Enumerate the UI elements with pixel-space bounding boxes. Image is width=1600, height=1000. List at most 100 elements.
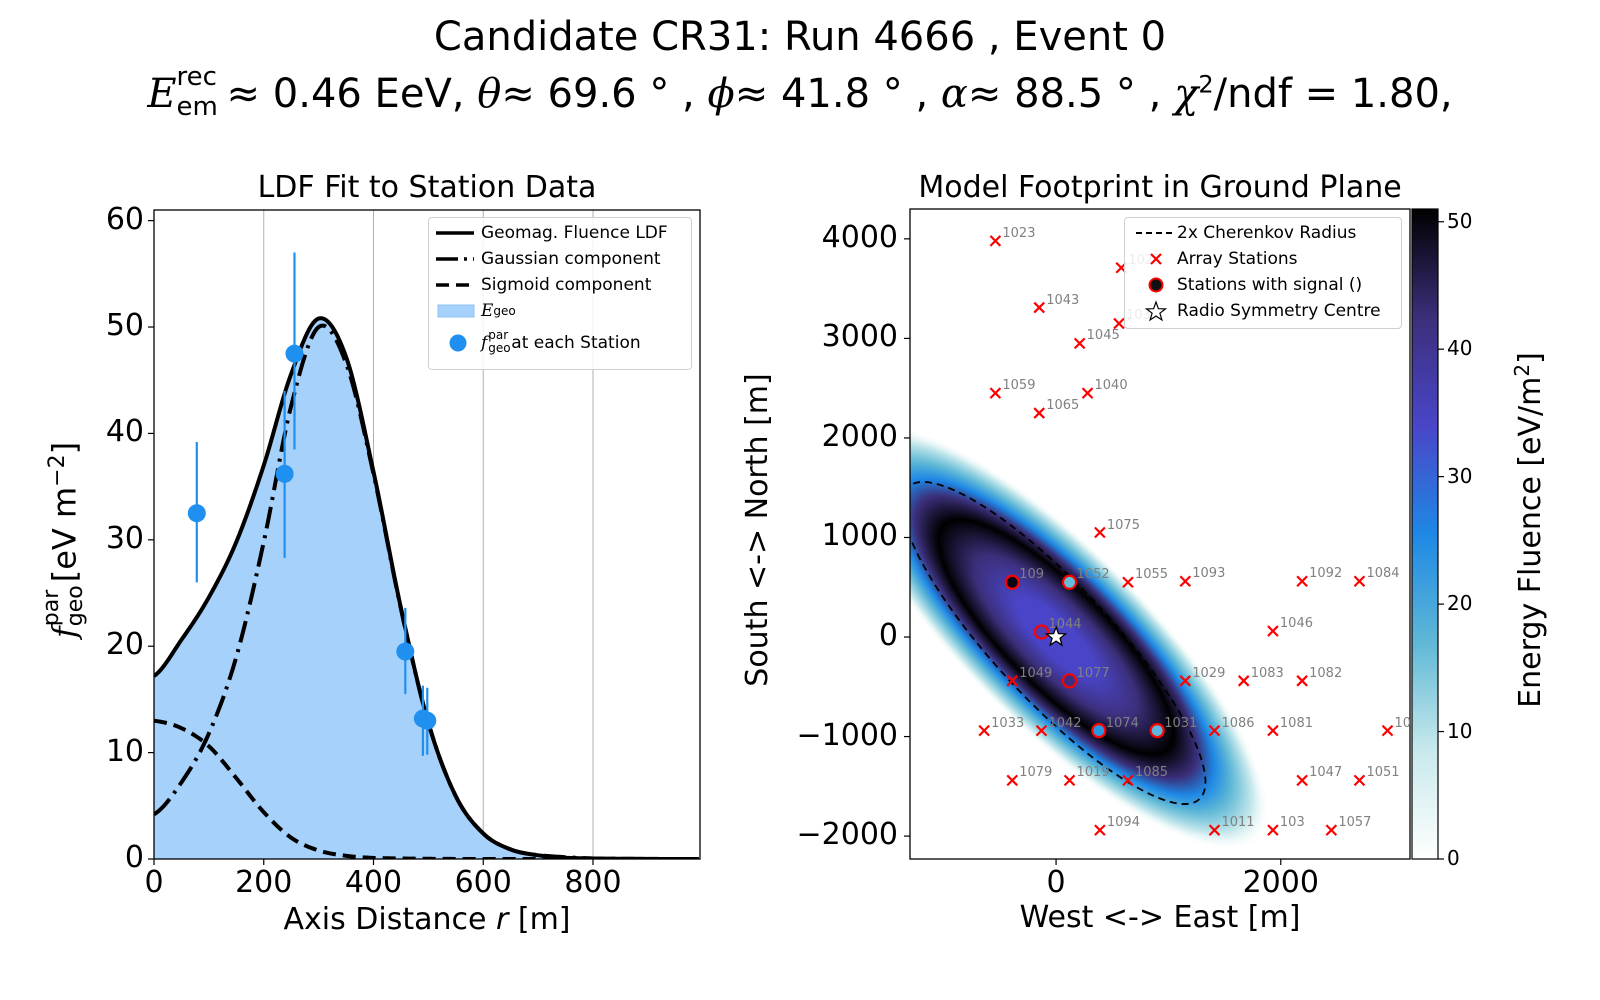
station-label: 1065	[1046, 398, 1080, 414]
y-tick-label: 1000	[821, 518, 898, 554]
solid-line-icon	[436, 231, 474, 235]
axes-frame	[153, 209, 701, 860]
station-label: 1079	[1019, 765, 1053, 781]
dashed-line-icon	[436, 283, 474, 287]
chi-symbol: χ	[1174, 71, 1199, 117]
station-cross-marker	[1122, 576, 1134, 589]
station-label: 1031	[1164, 715, 1198, 731]
station-label: 1019	[1076, 765, 1110, 781]
legend-egeo-var: E	[481, 301, 494, 321]
colorbar-label-sup: 2	[1510, 363, 1534, 377]
y-tick-label: 0	[878, 618, 898, 654]
station-label: 1049	[1019, 665, 1053, 681]
footprint-legend: 2x Cherenkov Radius Array Stations Stati…	[1124, 217, 1402, 329]
ldf-xlabel-pre: Axis Distance	[283, 902, 496, 937]
station-label: 1074	[1105, 715, 1139, 731]
station-cross-marker	[989, 387, 1002, 399]
ldf-xlabel-var: r	[495, 902, 509, 937]
station-label: 1075	[1106, 517, 1140, 533]
footprint-y-axis-label: South <-> North [m]	[740, 373, 775, 687]
station-point	[275, 464, 294, 483]
figure-title: Candidate CR31: Run 4666 , Event 0	[433, 14, 1167, 60]
legend-f-var: f	[481, 333, 488, 353]
circle-marker-icon	[449, 334, 467, 352]
signal-station-marker	[1061, 574, 1078, 590]
legend-item-gaussian: Gaussian component	[429, 246, 661, 272]
station-label: 1047	[1309, 765, 1343, 781]
alpha-value: ≈ 88.5 ° ,	[967, 71, 1175, 117]
colorbar-tick-label: 40	[1447, 336, 1473, 361]
energy-indices: rec em	[176, 64, 227, 124]
x-tick-label: 600	[454, 865, 512, 900]
legend-label: Geomag. Fluence LDF	[481, 223, 668, 243]
station-label: 1057	[1338, 815, 1372, 831]
station-point	[285, 344, 304, 363]
legend-item-sigmoid: Sigmoid component	[429, 272, 651, 298]
station-label: 1059	[1002, 378, 1036, 394]
legend-label: Radio Symmetry Centre	[1177, 301, 1381, 321]
station-cross-marker	[1208, 824, 1221, 836]
station-cross-marker	[1063, 774, 1076, 787]
station-cross-marker	[1296, 675, 1308, 687]
station-label: 1045	[1086, 328, 1120, 344]
legend-label: Stations with signal ()	[1177, 275, 1363, 295]
station-cross-marker	[1353, 774, 1366, 787]
y-tick-label: 4000	[821, 219, 898, 255]
station-point	[187, 504, 206, 523]
footprint-chart-title: Model Footprint in Ground Plane	[918, 170, 1402, 205]
legend-item-signal-stations: Stations with signal ()	[1125, 272, 1362, 298]
y-tick-label: 30	[105, 520, 144, 556]
station-cross-marker	[1033, 301, 1045, 314]
station-cross-marker	[1081, 387, 1094, 399]
phi-value: ≈ 41.8 ° ,	[734, 71, 941, 117]
x-tick-label: 800	[564, 865, 622, 900]
station-label: 10	[1394, 715, 1410, 731]
colorbar-tick-label: 0	[1447, 846, 1460, 870]
station-cross-marker	[1237, 675, 1250, 687]
colorbar-tick-label: 30	[1447, 463, 1473, 488]
station-cross-marker	[1113, 317, 1125, 330]
station-label: 1051	[1366, 765, 1400, 781]
station-label: 1093	[1192, 566, 1226, 582]
dashed-line-icon	[1136, 232, 1172, 234]
series-line-dashdot	[154, 323, 700, 859]
legend-item-cherenkov: 2x Cherenkov Radius	[1125, 220, 1356, 246]
station-cross-marker	[1006, 675, 1019, 687]
energy-sub: em	[176, 92, 218, 122]
station-label: 1084	[1366, 566, 1400, 582]
signal-station-icon	[1148, 277, 1164, 293]
y-tick-label: −2000	[796, 817, 898, 853]
chi-value: /ndf = 1.80,	[1213, 71, 1453, 117]
energy-value: ≈ 0.46 EeV,	[226, 71, 478, 117]
station-label: 1040	[1094, 378, 1128, 394]
legend-item-ldf: Geomag. Fluence LDF	[429, 220, 668, 246]
signal-station-marker	[1004, 574, 1020, 590]
legend-item-symmetry-centre: Radio Symmetry Centre	[1125, 298, 1381, 324]
symmetry-centre-star	[1044, 625, 1068, 647]
station-cross-marker	[989, 235, 1002, 247]
station-cross-marker	[1179, 675, 1192, 687]
station-cross-marker	[1033, 407, 1045, 419]
station-label: 1046	[1279, 616, 1313, 632]
station-label: 1055	[1134, 567, 1169, 583]
legend-label: Sigmoid component	[481, 275, 652, 295]
station-cross-marker	[1179, 575, 1192, 588]
station-label: 1011	[1221, 815, 1255, 831]
theta-value: ≈ 69.6 ° ,	[501, 71, 708, 117]
station-label: 109	[1019, 567, 1045, 583]
ldf-x-axis-label: Axis Distance r [m]	[154, 902, 700, 937]
plot-area	[910, 235, 1394, 851]
energy-symbol: E	[147, 71, 177, 117]
x-tick-label: 200	[235, 865, 293, 900]
station-label: 1092	[1309, 566, 1343, 582]
station-cross-marker	[1296, 575, 1308, 588]
theta-symbol: θ	[477, 71, 502, 117]
station-label: 1082	[1309, 665, 1343, 681]
legend-item-stations: f par geo at each Station	[429, 328, 641, 356]
x-tick-label: 400	[344, 865, 403, 900]
fill-patch-icon	[437, 304, 475, 318]
legend-f-sub: geo	[488, 341, 511, 355]
